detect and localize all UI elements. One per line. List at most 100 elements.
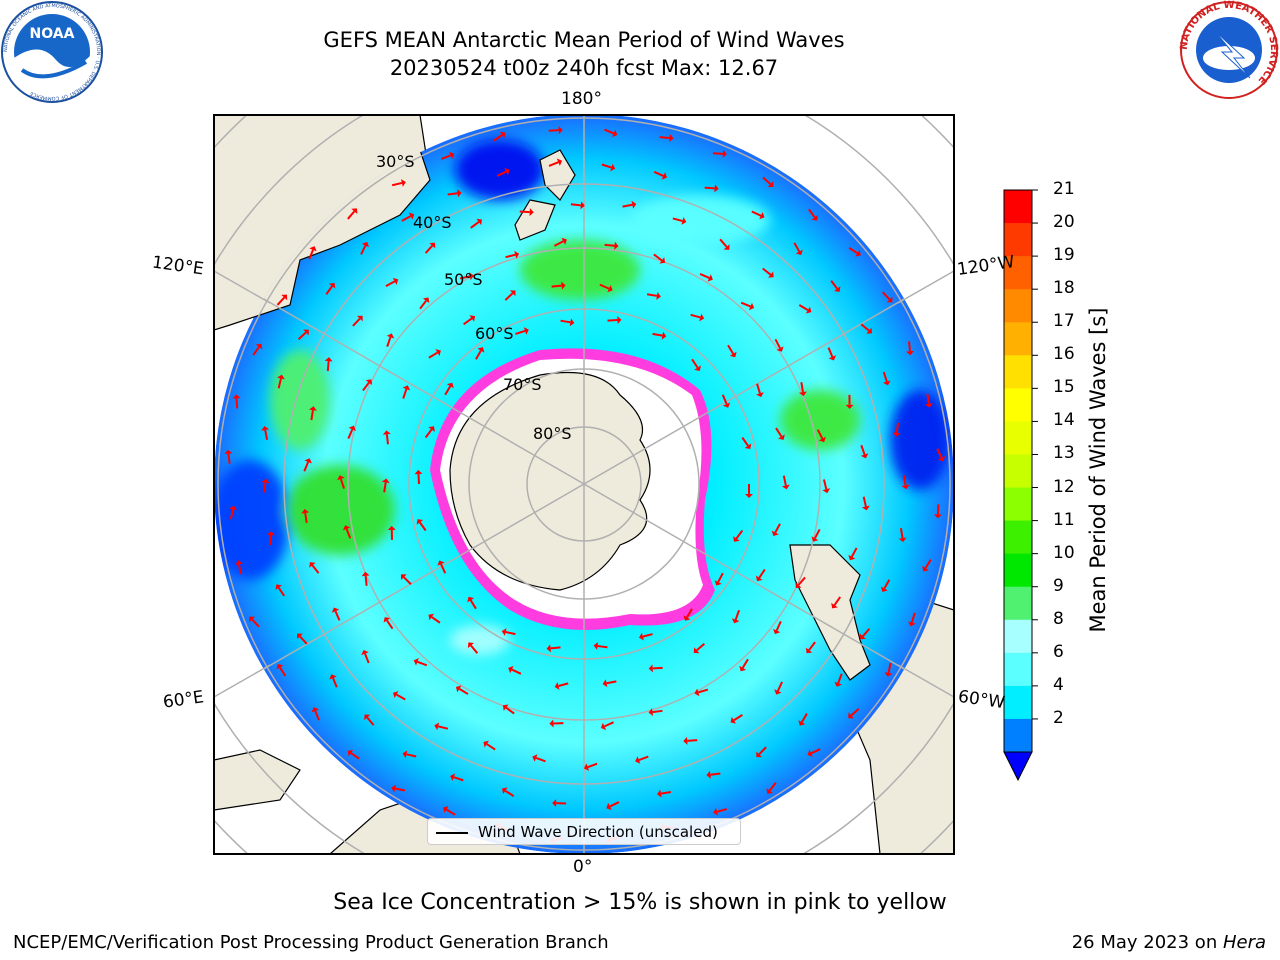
wind-arrow-shaft [822,479,828,490]
wind-arrow-shaft [263,482,267,493]
legend-label: Wind Wave Direction (unscaled) [478,823,718,841]
wind-arrow-shaft [604,128,615,135]
wind-arrow-shaft [252,346,260,356]
wind-arrow-head [880,586,888,592]
colorbar-title: Mean Period of Wind Waves [s] [1086,307,1110,633]
colorbar-tick-label: 10 [1053,542,1075,563]
colorbar-bin [1004,190,1032,224]
wind-arrow-shaft [440,154,451,160]
wind-arrow-head [328,282,336,289]
wind-arrow-head [387,525,396,530]
wind-arrow-shaft [297,331,307,341]
wind-arrow-head [861,505,870,511]
wind-direction-arrows [224,126,946,845]
wind-arrow-shaft [833,596,842,606]
wind-arrow-shaft [364,653,370,664]
wind-arrow-head [408,212,415,220]
wind-arrow-shaft [862,496,867,507]
wind-arrow-shaft [776,681,784,692]
wind-arrow-shaft [440,563,447,574]
wind-arrow-head [831,602,838,609]
wind-arrow-head [693,647,700,654]
colorbar-bin [1004,256,1032,290]
wind-arrow-head [365,379,373,385]
wind-arrow-shaft [308,249,314,260]
wind-arrow-shaft [775,427,783,438]
wind-arrow-shaft [601,163,612,169]
wind-arrow-shaft [332,677,338,688]
wind-arrow-shaft [364,575,368,586]
wind-arrow-head [422,297,430,304]
wind-arrow-head [383,617,391,623]
wind-arrow-head [580,201,585,210]
wind-arrow-head [364,714,371,721]
wind-arrow-shaft [347,210,356,220]
wind-arrow-head [635,756,641,764]
wind-arrow-head [446,382,454,389]
wind-arrow-head [232,394,241,399]
lat-label-70s: 70°S [503,375,542,394]
wind-arrow-head [329,674,337,680]
colorbar-tick-label: 6 [1053,641,1064,662]
wind-arrow-shaft [314,710,320,721]
colorbar-bin [1004,487,1032,522]
wind-arrow-head [600,722,607,730]
wind-arrow-head [739,665,747,672]
wind-arrow-head [386,333,395,339]
wind-arrow-head [296,633,303,640]
wind-arrow-head [807,749,813,757]
wind-arrow-shaft [827,347,834,358]
wind-arrow-head [361,241,370,248]
wind-arrow-shaft [642,633,653,638]
wind-arrow-shaft [445,808,456,816]
wind-arrow-shaft [394,787,406,792]
lon-label-0: 0° [573,857,593,877]
wind-arrow-head [795,249,803,256]
wind-arrow-shaft [366,716,375,726]
wind-arrow-head [224,449,233,455]
wind-arrow-shaft [848,246,858,255]
wind-arrow-shaft [417,473,420,485]
wind-arrow-head [514,250,520,259]
wind-arrow-head [546,644,551,653]
wind-arrow-shaft [229,509,234,520]
wind-arrow-head [924,403,933,408]
colorbar-bin [1004,619,1032,654]
wind-arrow-head [661,172,667,180]
wind-arrow-shaft [362,381,370,392]
colorbar-bin [1004,586,1032,621]
wind-arrow-head [356,315,363,322]
wind-arrow-shaft [895,422,900,433]
wind-arrow-head [845,404,854,409]
wind-arrow-head [435,349,441,356]
wind-arrow-shaft [303,461,310,472]
wind-arrow-head [759,212,765,220]
wind-arrow-shaft [550,646,561,650]
wind-arrow-shaft [325,285,333,295]
wind-arrow-shaft [505,706,515,715]
wind-arrow-head [301,509,310,514]
wind-arrow-head [798,391,807,397]
colorbar-tick-label: 2 [1053,707,1064,728]
wind-arrow-shaft [424,244,434,254]
colorbar-bin [1004,520,1032,555]
wind-arrow-head [669,134,674,142]
wind-arrow-shaft [652,666,663,670]
wind-arrow-shaft [279,666,287,677]
colorbar-bin [1004,322,1032,356]
wind-arrow-shaft [733,714,743,722]
wind-arrow-head [255,343,263,350]
wind-arrow-shaft [444,385,452,396]
wind-arrow-head [416,519,424,525]
wind-arrow-shaft [762,267,772,276]
wind-arrow-head [561,237,567,245]
wind-arrow-head [401,574,407,581]
wind-arrow-shaft [505,253,516,259]
wind-arrow-shaft [751,210,762,217]
wind-arrow-head [731,618,740,624]
wind-arrow-shaft [424,428,433,439]
wind-arrow-shaft [519,210,530,214]
wind-arrow-head [729,351,737,358]
wind-arrow-shaft [470,644,479,654]
